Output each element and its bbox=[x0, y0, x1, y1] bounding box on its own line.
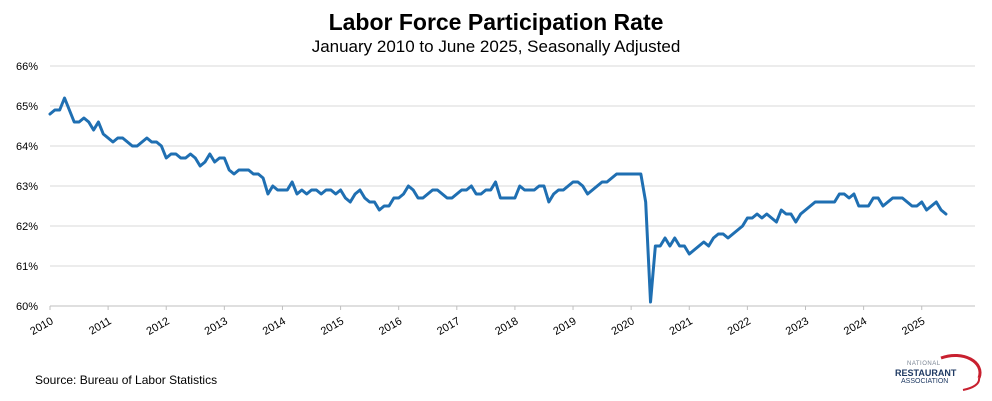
x-tick-label: 2022 bbox=[726, 315, 753, 338]
y-tick-label: 62% bbox=[16, 221, 38, 233]
logo-line-2: RESTAURANT bbox=[895, 368, 957, 378]
x-tick-label: 2010 bbox=[28, 315, 55, 338]
logo-line-3: ASSOCIATION bbox=[901, 378, 949, 385]
logo-line-1: NATIONAL bbox=[907, 361, 941, 367]
y-tick-label: 61% bbox=[16, 261, 38, 273]
y-tick-label: 60% bbox=[16, 301, 38, 313]
x-tick-label: 2013 bbox=[203, 315, 230, 338]
x-tick-label: 2020 bbox=[609, 315, 636, 338]
x-tick-label: 2017 bbox=[435, 315, 462, 338]
y-tick-label: 63% bbox=[16, 181, 38, 193]
chart-subtitle: January 2010 to June 2025, Seasonally Ad… bbox=[311, 37, 681, 56]
source-note: Source: Bureau of Labor Statistics bbox=[35, 373, 218, 387]
x-tick-label: 2019 bbox=[551, 315, 578, 338]
x-tick-label: 2015 bbox=[319, 315, 346, 338]
x-tick-label: 2025 bbox=[900, 315, 927, 338]
x-tick-label: 2011 bbox=[87, 315, 113, 337]
series-line-0 bbox=[48, 96, 948, 304]
y-tick-label: 65% bbox=[16, 101, 38, 113]
logo-swoosh-icon bbox=[940, 353, 982, 391]
x-tick-label: 2014 bbox=[261, 315, 288, 338]
y-tick-label: 64% bbox=[16, 141, 38, 153]
y-axis: 60% 61% 62% 63% 64% 65% 66% bbox=[16, 61, 38, 313]
x-tick-label: 2021 bbox=[668, 315, 695, 338]
series-lines bbox=[48, 96, 948, 304]
nra-logo: NATIONAL RESTAURANT ASSOCIATION bbox=[893, 352, 985, 392]
gridlines bbox=[50, 65, 975, 307]
chart-title: Labor Force Participation Rate bbox=[328, 9, 664, 35]
x-tick-label: 2016 bbox=[377, 315, 404, 338]
x-tick-label: 2012 bbox=[145, 315, 172, 338]
y-tick-label: 66% bbox=[16, 61, 38, 73]
x-axis: 2010 2011 2012 2013 2014 2015 2016 2017 2018 2019… bbox=[28, 306, 927, 338]
x-tick-label: 2018 bbox=[493, 315, 520, 338]
x-tick-label: 2024 bbox=[842, 315, 869, 338]
x-tick-label: 2023 bbox=[784, 315, 811, 338]
